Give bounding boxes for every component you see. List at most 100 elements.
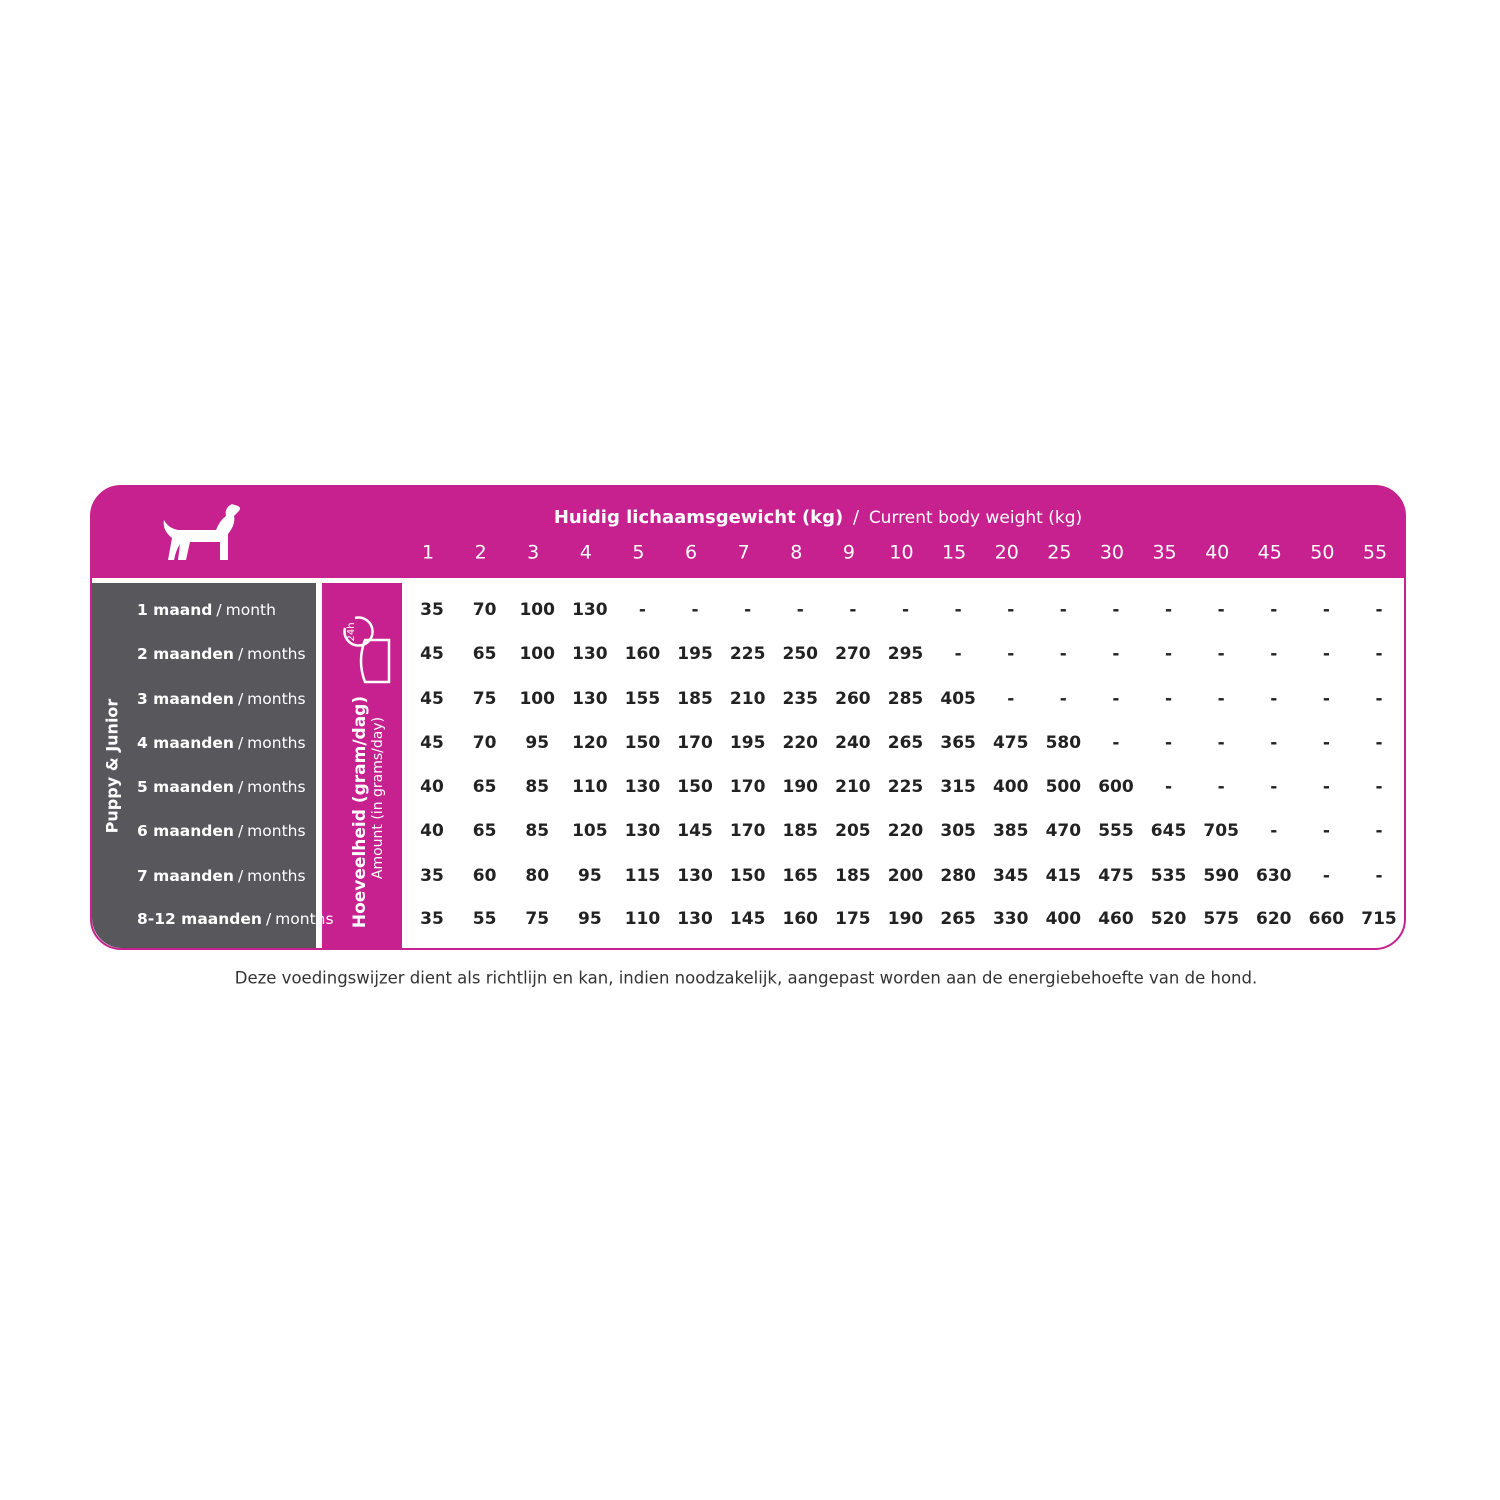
amount-cell: 155 <box>625 689 661 709</box>
amount-cell: 130 <box>625 777 661 797</box>
amount-cell: 475 <box>993 733 1029 753</box>
weight-header: 2 <box>475 542 487 564</box>
row-label-nl: 4 maanden <box>137 734 234 752</box>
amount-cell: - <box>1165 777 1172 797</box>
amount-cell: 405 <box>940 689 976 709</box>
amount-cell: 185 <box>677 689 713 709</box>
weight-header: 15 <box>942 542 966 564</box>
amount-cell: - <box>955 644 962 664</box>
dog-icon <box>163 504 240 560</box>
amount-cell: 145 <box>730 909 766 929</box>
amount-cell: - <box>1270 777 1277 797</box>
amount-cell: 620 <box>1256 909 1292 929</box>
row-label-nl: 5 maanden <box>137 778 234 796</box>
amount-cell: 315 <box>940 777 976 797</box>
amount-cell: - <box>1323 821 1330 841</box>
amount-cell: 270 <box>835 644 871 664</box>
amount-cell: 185 <box>783 821 819 841</box>
amount-cell: - <box>1218 689 1225 709</box>
amount-cell: - <box>1218 600 1225 620</box>
amount-cell: 220 <box>783 733 819 753</box>
row-label-nl: 8-12 maanden <box>137 910 262 928</box>
row-label-nl: 7 maanden <box>137 867 234 885</box>
row-label-separator: / <box>216 601 222 619</box>
amount-cell: - <box>1375 866 1382 886</box>
amount-cell: 705 <box>1203 821 1239 841</box>
title-nl: Huidig lichaamsgewicht (kg) <box>554 507 843 528</box>
amount-cell: - <box>1323 866 1330 886</box>
amount-cell: 500 <box>1046 777 1082 797</box>
amount-cell: - <box>1007 644 1014 664</box>
amount-cell: 100 <box>519 644 555 664</box>
row-label-separator: / <box>266 910 272 928</box>
amount-cell: 330 <box>993 909 1029 929</box>
amount-cell: 535 <box>1151 866 1187 886</box>
amount-cell: - <box>1112 644 1119 664</box>
row-label-en: months <box>247 778 305 796</box>
amount-cell: 365 <box>940 733 976 753</box>
amount-cell: 35 <box>420 600 444 620</box>
amount-cell: 460 <box>1098 909 1134 929</box>
amount-cell: 85 <box>525 777 549 797</box>
amount-cell: 400 <box>1046 909 1082 929</box>
row-label-en: month <box>226 601 276 619</box>
row-label: 3 maanden / months <box>137 690 306 708</box>
amount-cell: 160 <box>625 644 661 664</box>
weight-header: 8 <box>790 542 802 564</box>
amount-cell: 210 <box>730 689 766 709</box>
amount-cell: 590 <box>1203 866 1239 886</box>
amount-cell: - <box>1218 644 1225 664</box>
amount-cell: 210 <box>835 777 871 797</box>
amount-cell: 170 <box>730 821 766 841</box>
amount-label-en: Amount (in grams/day) <box>370 717 386 879</box>
amount-cell: - <box>1270 644 1277 664</box>
amount-cell: - <box>1165 600 1172 620</box>
amount-cell: 190 <box>783 777 819 797</box>
row-label-separator: / <box>238 734 244 752</box>
amount-cell: 45 <box>420 644 444 664</box>
amount-cell: 305 <box>940 821 976 841</box>
amount-cell: - <box>1375 733 1382 753</box>
amount-cell: - <box>1060 689 1067 709</box>
amount-cell: 45 <box>420 733 444 753</box>
amount-cell: 65 <box>473 644 497 664</box>
amount-cell: - <box>1375 600 1382 620</box>
amount-cell: 150 <box>625 733 661 753</box>
row-label: 5 maanden / months <box>137 778 306 796</box>
amount-cell: - <box>1060 600 1067 620</box>
weight-header: 3 <box>527 542 539 564</box>
amount-cell: - <box>1112 733 1119 753</box>
amount-cell: 260 <box>835 689 871 709</box>
amount-cell: - <box>1375 644 1382 664</box>
row-label-separator: / <box>238 867 244 885</box>
amount-cell: 600 <box>1098 777 1134 797</box>
amount-cell: - <box>1218 777 1225 797</box>
footnote: Deze voedingswijzer dient als richtlijn … <box>235 969 1257 988</box>
row-label-en: months <box>275 910 333 928</box>
amount-cell: 160 <box>783 909 819 929</box>
row-label-separator: / <box>238 645 244 663</box>
row-label-nl: 3 maanden <box>137 690 234 708</box>
amount-cell: 150 <box>730 866 766 886</box>
amount-cell: - <box>1165 644 1172 664</box>
row-label: 6 maanden / months <box>137 822 306 840</box>
amount-cell: 95 <box>578 866 602 886</box>
amount-cell: - <box>744 600 751 620</box>
amount-cell: - <box>797 600 804 620</box>
amount-cell: - <box>1060 644 1067 664</box>
amount-cell: 385 <box>993 821 1029 841</box>
amount-cell: 95 <box>525 733 549 753</box>
amount-cell: - <box>639 600 646 620</box>
row-label: 8-12 maanden / months <box>137 910 334 928</box>
amount-cell: 115 <box>625 866 661 886</box>
amount-cell: 65 <box>473 777 497 797</box>
weight-header: 7 <box>738 542 750 564</box>
row-label-en: months <box>247 690 305 708</box>
amount-cell: 105 <box>572 821 608 841</box>
amount-cell: 645 <box>1151 821 1187 841</box>
amount-label-nl: Hoeveelheid (gram/dag) <box>350 696 370 928</box>
weight-header: 45 <box>1258 542 1282 564</box>
amount-cell: - <box>1323 733 1330 753</box>
amount-cell: 165 <box>783 866 819 886</box>
